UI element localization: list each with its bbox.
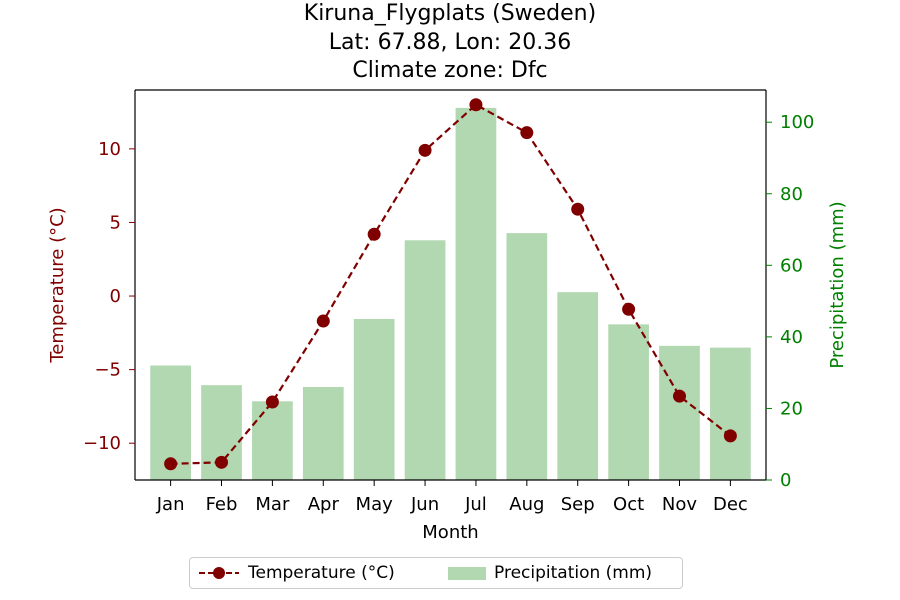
x-tick-label-dec: Dec: [713, 494, 748, 515]
precipitation-bar-oct: [608, 324, 649, 480]
y-left-tick-label: −10: [83, 433, 121, 454]
x-tick-label-mar: Mar: [255, 494, 290, 515]
y-right-axis-label: Precipitation (mm): [827, 201, 848, 368]
y-right-tick-label: 100: [780, 112, 814, 133]
precipitation-bar-jul: [455, 107, 497, 481]
legend-precipitation-label: Precipitation (mm): [494, 563, 653, 583]
temperature-point-feb: [215, 455, 229, 469]
y-right-tick-label: 20: [780, 398, 803, 419]
temperature-point-jan: [164, 457, 178, 471]
x-tick-label-apr: Apr: [308, 494, 340, 515]
temperature-point-oct: [622, 302, 636, 316]
temperature-point-jun: [418, 143, 432, 157]
temperature-point-nov: [672, 389, 686, 403]
y-left-tick-label: 5: [110, 212, 121, 233]
x-tick-label-nov: Nov: [662, 494, 697, 515]
y-right-tick-label: 40: [780, 327, 803, 348]
legend-item-precipitation: Precipitation (mm): [448, 562, 652, 584]
precipitation-bar-sep: [557, 292, 599, 480]
precipitation-bar-apr: [302, 386, 344, 480]
legend-temperature-label: Temperature (°C): [248, 563, 395, 583]
y-right-tick-label: 0: [780, 470, 791, 491]
temperature-point-apr: [316, 314, 330, 328]
legend-precipitation-bar-icon: [448, 567, 486, 580]
temperature-point-sep: [571, 202, 585, 216]
precipitation-bar-jun: [404, 240, 446, 480]
x-tick-label-feb: Feb: [206, 494, 238, 515]
precipitation-bar-nov: [659, 345, 700, 480]
temperature-line: [170, 103, 732, 465]
x-tick-label-jun: Jun: [410, 494, 439, 515]
chart-title-station: Kiruna_Flygplats (Sweden): [303, 1, 597, 26]
precipitation-bar-mar: [252, 401, 293, 480]
x-tick-label-oct: Oct: [613, 494, 644, 515]
x-axis-label: Month: [422, 522, 478, 543]
y-left-tick-label: −5: [94, 360, 121, 381]
y-right-tick-label: 80: [780, 184, 803, 205]
temperature-point-dec: [723, 429, 737, 443]
chart-title-climate-zone: Climate zone: Dfc: [352, 58, 548, 83]
chart-title: Kiruna_Flygplats (Sweden) Lat: 67.88, Lo…: [0, 0, 900, 86]
y-left-tick-label: 0: [110, 286, 121, 307]
x-tick-label-sep: Sep: [561, 494, 595, 515]
y-left-tick-label: 10: [98, 139, 121, 160]
y-right-tick-label: 60: [780, 255, 803, 276]
x-tick-label-may: May: [356, 494, 394, 515]
temperature-point-mar: [265, 395, 279, 409]
temperature-point-aug: [520, 126, 534, 140]
temperature-point-jul: [469, 98, 483, 112]
x-tick-label-jul: Jul: [464, 494, 487, 515]
temperature-point-may: [367, 227, 381, 241]
legend-temperature-line-icon: [199, 567, 239, 579]
y-left-axis-label: Temperature (°C): [47, 207, 68, 363]
x-tick-label-aug: Aug: [509, 494, 544, 515]
x-tick-label-jan: Jan: [156, 494, 185, 515]
chart-legend: Temperature (°C) Precipitation (mm): [189, 557, 683, 589]
chart-title-coordinates: Lat: 67.88, Lon: 20.36: [328, 29, 572, 55]
precipitation-bar-aug: [506, 233, 548, 480]
precipitation-bar-may: [353, 318, 395, 480]
legend-item-temperature: Temperature (°C): [198, 562, 395, 584]
precipitation-bar-dec: [710, 347, 751, 480]
